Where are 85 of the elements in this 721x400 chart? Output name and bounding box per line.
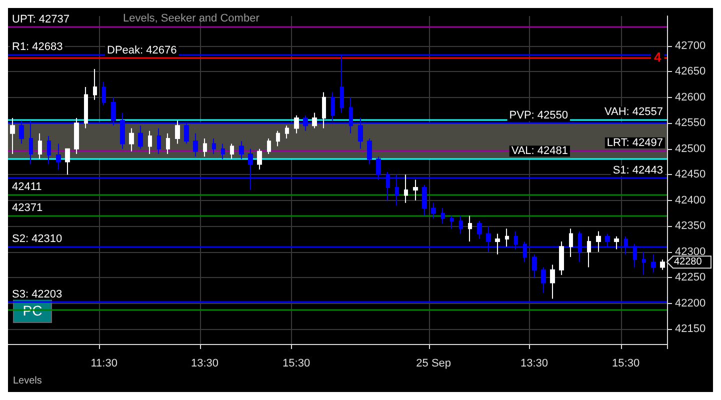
y-tick-label: 42550 (675, 117, 706, 130)
candlestick (413, 179, 418, 201)
text: Levels (13, 376, 42, 386)
candlestick (431, 202, 436, 219)
x-tick-label: 13:30 (191, 358, 219, 370)
candlestick (230, 143, 234, 160)
candlestick (477, 220, 482, 240)
ref-line-label: R1: 42683 (12, 41, 63, 54)
candlestick (47, 135, 51, 165)
candlestick (221, 143, 225, 160)
candlestick (239, 140, 244, 160)
ref-line-label: VAL: 42481 (511, 145, 568, 158)
candlestick (257, 148, 262, 170)
candlestick (74, 117, 79, 154)
candlestick (175, 120, 180, 144)
candlestick (541, 266, 546, 294)
ref-line-label: DPeak: 42676 (107, 44, 177, 57)
y-tick-label: 42300 (675, 246, 706, 258)
chart-title: Levels, Seeker and Comber (123, 12, 260, 24)
candlestick (367, 138, 372, 165)
candlestick (10, 117, 15, 154)
y-tick-label: 42350 (675, 220, 706, 232)
candlestick (550, 264, 555, 300)
candlestick (422, 184, 427, 216)
ref-line-label: PVP: 42550 (509, 110, 568, 122)
candlestick (441, 208, 445, 224)
annotation: 4 (654, 50, 662, 65)
candlestick (468, 215, 472, 242)
candlestick (459, 215, 463, 234)
text: 42280 (674, 256, 702, 268)
ref-line-label: 42411 (12, 181, 42, 194)
y-tick-label: 42250 (675, 272, 706, 284)
candlestick (157, 128, 161, 154)
candlestick (614, 236, 619, 250)
candlestick (660, 259, 665, 270)
x-tick-label: 15:30 (282, 358, 310, 370)
y-tick-label: 42700 (675, 40, 706, 52)
candlestick (276, 130, 280, 147)
ref-line-label: LRT: 42497 (606, 136, 663, 149)
candlestick (404, 174, 408, 204)
candlestick (102, 81, 106, 106)
y-tick-label: 42400 (675, 194, 706, 206)
candlestick (294, 114, 299, 134)
candlestick (93, 68, 97, 100)
candlestick (312, 112, 317, 129)
candlestick (450, 215, 454, 230)
ref-line-label: S2: 42310 (12, 233, 62, 246)
candlestick (38, 132, 42, 160)
y-tick-label: 42600 (675, 91, 706, 104)
candlestick (569, 228, 573, 258)
x-tick-label: 11:30 (90, 358, 118, 370)
candlestick (65, 148, 70, 176)
ref-line-label: S1: 42443 (612, 164, 663, 177)
candlestick (596, 230, 601, 252)
candlestick (212, 138, 216, 154)
y-tick-label: 42650 (675, 66, 706, 78)
y-tick-label: 42500 (675, 142, 706, 155)
candlestick (267, 138, 271, 154)
candlestick (166, 132, 170, 154)
candlestick (559, 241, 564, 276)
candlestick (285, 125, 289, 140)
candlestick (505, 228, 509, 248)
x-tick-label: 15:30 (612, 358, 640, 370)
candlestick (129, 128, 134, 152)
candlestick (193, 132, 198, 158)
candlestick (203, 138, 207, 158)
y-tick-label: 42200 (675, 297, 706, 310)
candlestick (587, 236, 591, 268)
ref-line-label: VAH: 42557 (604, 106, 663, 118)
x-tick-label: 25 Sep (416, 358, 452, 370)
candlestick (331, 92, 335, 122)
candlestick (495, 233, 500, 255)
ref-line-label: 42371 (12, 202, 43, 214)
candlestick (642, 251, 646, 276)
candlestick (56, 143, 61, 170)
y-tick-label: 42150 (675, 323, 706, 336)
ref-line-label: S3: 42203 (12, 288, 62, 300)
candlestick (322, 92, 326, 129)
x-tick-label: 13:30 (520, 358, 548, 370)
candlestick (148, 130, 152, 154)
candlestick (84, 86, 88, 129)
ref-line-label: UPT: 42737 (12, 13, 70, 26)
candlestick (651, 254, 656, 273)
y-tick-label: 42450 (675, 168, 706, 181)
candlestick (532, 254, 537, 278)
